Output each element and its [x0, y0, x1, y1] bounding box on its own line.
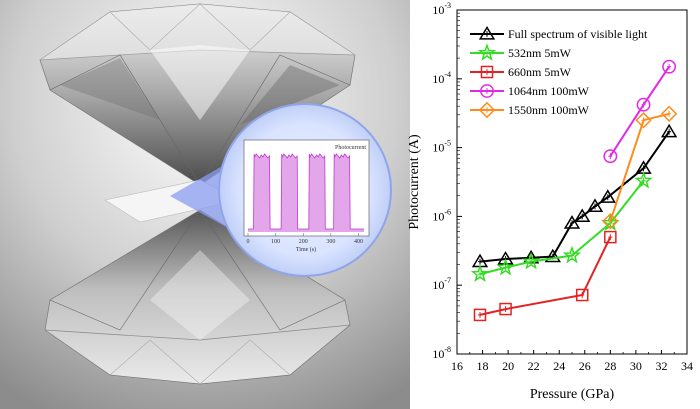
y-tick-label: 10-4: [432, 70, 451, 86]
data-point-nm660: [499, 302, 512, 316]
legend-entry-nm1550: 1550nm 100mW: [470, 101, 590, 119]
y-tick-label: 10-5: [432, 139, 451, 155]
legend-label: 660nm 5mW: [508, 65, 572, 79]
legend-label: 532nm 5mW: [508, 46, 572, 60]
series-nm532: [470, 171, 653, 282]
series-nm1064: [603, 59, 677, 164]
x-tick-label: 32: [655, 359, 667, 373]
legend-entry-nm532: 532nm 5mW: [470, 43, 572, 61]
y-tick-label: 10-8: [432, 345, 451, 361]
legend-marker-nm1064: [480, 84, 494, 98]
inset-tick-label: 0: [247, 239, 250, 245]
series-nm1550: [602, 105, 678, 230]
legend-entry-full: Full spectrum of visible light: [470, 26, 648, 41]
diamond-anvil-illustration: Photocurrent 0 100 200 300 400 Time (s): [0, 0, 410, 409]
y-tick-label: 10-7: [432, 276, 451, 292]
series-line-nm532: [479, 180, 645, 276]
data-point-nm532: [634, 171, 653, 189]
series-line-nm660: [479, 236, 612, 316]
data-point-full: [544, 248, 561, 263]
legend-entry-nm1064: 1064nm 100mW: [470, 84, 590, 98]
series-nm660: [473, 230, 617, 322]
series-full: [471, 123, 678, 268]
y-tick-label: 10-3: [432, 1, 451, 17]
top-diamond: [39, 3, 356, 186]
x-tick-label: 18: [477, 359, 489, 373]
data-point-nm532: [562, 245, 582, 264]
legend-label: 1064nm 100mW: [508, 84, 590, 98]
legend-label: Full spectrum of visible light: [508, 27, 648, 41]
legend-marker-nm532: [477, 43, 497, 61]
x-tick-label: 20: [502, 359, 514, 373]
data-point-full: [574, 208, 591, 223]
data-point-nm660: [604, 230, 617, 244]
x-tick-label: 24: [553, 359, 565, 373]
legend-label: 1550nm 100mW: [508, 103, 590, 117]
plot-frame: [456, 9, 688, 355]
series-line-full: [479, 131, 670, 263]
data-point-nm1550: [602, 213, 619, 230]
data-point-nm1064: [636, 97, 651, 112]
data-point-nm532: [470, 264, 490, 282]
data-point-full: [563, 215, 581, 229]
data-point-full: [497, 251, 514, 265]
data-point-full: [586, 198, 604, 212]
data-point-nm532: [521, 252, 541, 270]
x-tick-label: 22: [528, 359, 540, 373]
data-point-nm660: [473, 308, 487, 322]
x-tick-label: 28: [604, 359, 616, 373]
inset-title: Photocurrent: [335, 145, 366, 151]
data-point-nm1064: [603, 149, 618, 164]
data-point-nm1064: [662, 59, 677, 74]
inset-tick-label: 200: [299, 239, 308, 245]
inset-signal-line: [248, 153, 364, 230]
legend-marker-nm660: [480, 65, 494, 79]
inset-signal-fill: [248, 154, 364, 232]
x-axis-title: Pressure (GPa): [530, 387, 615, 402]
data-point-nm660: [575, 288, 589, 302]
data-point-full: [599, 189, 616, 203]
y-tick-label: 10-6: [432, 207, 451, 223]
x-tick-label: 34: [681, 359, 693, 373]
data-point-nm532: [601, 213, 620, 231]
x-tick-label: 16: [451, 359, 463, 373]
data-point-nm1550: [635, 112, 652, 129]
legend-marker-nm1550: [478, 101, 496, 119]
x-tick-label: 26: [579, 359, 591, 373]
data-point-full: [660, 123, 678, 138]
data-point-nm532: [496, 258, 515, 276]
data-point-nm1550: [660, 105, 678, 123]
legend-marker-full: [478, 26, 496, 40]
inset-photocurrent: Photocurrent 0 100 200 300 400 Time (s): [218, 103, 392, 277]
y-axis-title: Photocurrent (A): [407, 134, 422, 230]
inset-tick-label: 300: [326, 239, 335, 245]
inset-tick-label: 100: [271, 239, 280, 245]
photocurrent-chart: 16 18 20 22 24 26 28 30 32 34 10-8 10-7 10-6 10-5 10-…: [407, 1, 693, 402]
inset-xlabel: Time (s): [296, 246, 316, 253]
x-tick-label: 30: [630, 359, 642, 373]
inset-tick-label: 400: [354, 239, 363, 245]
bottom-diamond: [44, 209, 351, 385]
legend-entry-nm660: 660nm 5mW: [470, 65, 572, 79]
